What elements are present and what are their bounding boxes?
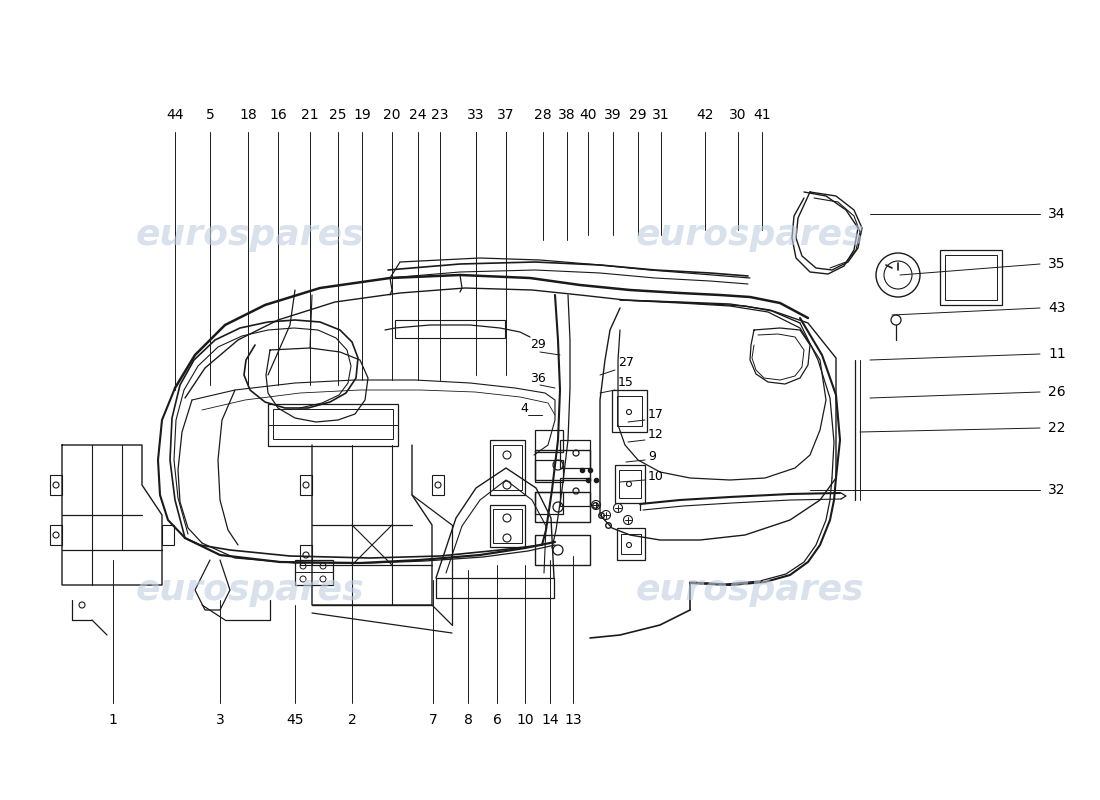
Text: 29: 29 bbox=[629, 108, 647, 122]
Bar bbox=[493, 509, 522, 543]
Bar bbox=[940, 250, 1002, 305]
Text: 6: 6 bbox=[493, 713, 502, 727]
Text: 34: 34 bbox=[1048, 207, 1066, 221]
Bar bbox=[560, 440, 590, 468]
Bar bbox=[50, 475, 62, 495]
Text: 24: 24 bbox=[409, 108, 427, 122]
Text: 43: 43 bbox=[1048, 301, 1066, 315]
Text: 31: 31 bbox=[652, 108, 670, 122]
Text: 32: 32 bbox=[1048, 483, 1066, 497]
Bar bbox=[612, 390, 647, 432]
Text: 13: 13 bbox=[564, 713, 582, 727]
Text: 2: 2 bbox=[348, 713, 356, 727]
Text: 39: 39 bbox=[604, 108, 622, 122]
Bar bbox=[50, 525, 62, 545]
Text: 30: 30 bbox=[729, 108, 747, 122]
Text: 3: 3 bbox=[216, 713, 224, 727]
Bar bbox=[617, 396, 642, 426]
Text: 45: 45 bbox=[286, 713, 304, 727]
Text: 42: 42 bbox=[696, 108, 714, 122]
Bar bbox=[535, 492, 590, 522]
Text: 23: 23 bbox=[431, 108, 449, 122]
Text: 20: 20 bbox=[383, 108, 400, 122]
Text: 44: 44 bbox=[166, 108, 184, 122]
Text: 28: 28 bbox=[535, 108, 552, 122]
Bar bbox=[490, 505, 525, 547]
Text: 26: 26 bbox=[1048, 385, 1066, 399]
Text: 21: 21 bbox=[301, 108, 319, 122]
Bar bbox=[493, 445, 522, 490]
Text: 22: 22 bbox=[1048, 421, 1066, 435]
Bar bbox=[295, 560, 333, 585]
Bar bbox=[945, 255, 997, 300]
Bar bbox=[535, 492, 563, 514]
Bar bbox=[617, 528, 645, 560]
Bar bbox=[535, 460, 563, 482]
Text: 38: 38 bbox=[558, 108, 575, 122]
Text: 35: 35 bbox=[1048, 257, 1066, 271]
Text: 9: 9 bbox=[648, 450, 656, 462]
Text: 8: 8 bbox=[463, 713, 472, 727]
Text: 36: 36 bbox=[530, 371, 546, 385]
Bar bbox=[268, 404, 398, 446]
Bar bbox=[273, 409, 393, 439]
Bar bbox=[300, 475, 312, 495]
Text: 37: 37 bbox=[497, 108, 515, 122]
Bar bbox=[619, 470, 641, 498]
Text: 5: 5 bbox=[206, 108, 214, 122]
Bar bbox=[535, 430, 563, 452]
Text: 16: 16 bbox=[270, 108, 287, 122]
Bar bbox=[395, 320, 505, 338]
Bar bbox=[490, 440, 525, 495]
Bar bbox=[560, 478, 590, 506]
Text: 10: 10 bbox=[516, 713, 534, 727]
Text: 41: 41 bbox=[754, 108, 771, 122]
Text: 19: 19 bbox=[353, 108, 371, 122]
Text: 29: 29 bbox=[530, 338, 546, 351]
Text: eurospares: eurospares bbox=[636, 218, 865, 252]
Text: 27: 27 bbox=[618, 355, 634, 369]
Text: 12: 12 bbox=[648, 429, 663, 442]
Bar bbox=[162, 525, 174, 545]
Text: 18: 18 bbox=[239, 108, 257, 122]
Text: eurospares: eurospares bbox=[636, 573, 865, 607]
Bar bbox=[535, 535, 590, 565]
Text: 33: 33 bbox=[468, 108, 485, 122]
Text: 1: 1 bbox=[109, 713, 118, 727]
Text: 4: 4 bbox=[520, 402, 528, 414]
Text: 11: 11 bbox=[1048, 347, 1066, 361]
Text: 14: 14 bbox=[541, 713, 559, 727]
Bar bbox=[615, 465, 645, 503]
Text: 17: 17 bbox=[648, 409, 664, 422]
Text: eurospares: eurospares bbox=[135, 573, 364, 607]
Text: eurospares: eurospares bbox=[135, 218, 364, 252]
Bar bbox=[621, 534, 641, 554]
Text: 25: 25 bbox=[329, 108, 346, 122]
Bar bbox=[535, 450, 590, 480]
Bar bbox=[432, 475, 444, 495]
Text: 40: 40 bbox=[580, 108, 596, 122]
Bar bbox=[300, 545, 312, 565]
Text: 10: 10 bbox=[648, 470, 664, 482]
Text: 7: 7 bbox=[429, 713, 438, 727]
Text: 15: 15 bbox=[618, 375, 634, 389]
